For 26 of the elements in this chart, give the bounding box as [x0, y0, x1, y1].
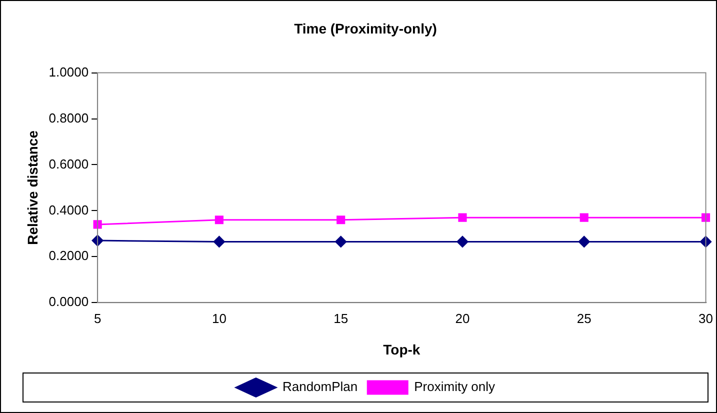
chart-title: Time (Proximity-only) — [294, 20, 437, 36]
point — [580, 213, 588, 222]
point — [456, 236, 468, 248]
point — [336, 216, 346, 224]
point — [335, 236, 347, 248]
y-tick-label: 0.8000 — [48, 110, 89, 126]
point — [93, 220, 102, 229]
x-tick-label: 5 — [94, 310, 102, 326]
point — [214, 216, 224, 224]
y-tick-label: 1.0000 — [48, 64, 89, 80]
y-axis-title: Relative distance — [24, 130, 40, 245]
y-tick-label: 0.2000 — [48, 248, 89, 264]
y-tick-label: 0.4000 — [48, 202, 89, 218]
point — [213, 236, 225, 248]
x-tick-label: 20 — [455, 310, 470, 326]
legend-label: RandomPlan — [282, 379, 358, 394]
y-tick-label: 0.6000 — [48, 156, 89, 172]
point — [578, 236, 590, 248]
point — [458, 213, 467, 222]
x-tick-label: 15 — [334, 310, 348, 326]
y-tick-label: 0.0000 — [48, 294, 89, 310]
legend-label: Proximity only — [414, 379, 496, 394]
x-tick-label: 10 — [212, 310, 226, 326]
x-tick-label: 30 — [698, 310, 714, 326]
x-tick-label: 25 — [576, 310, 592, 326]
x-axis-title: Top-k — [383, 341, 420, 358]
